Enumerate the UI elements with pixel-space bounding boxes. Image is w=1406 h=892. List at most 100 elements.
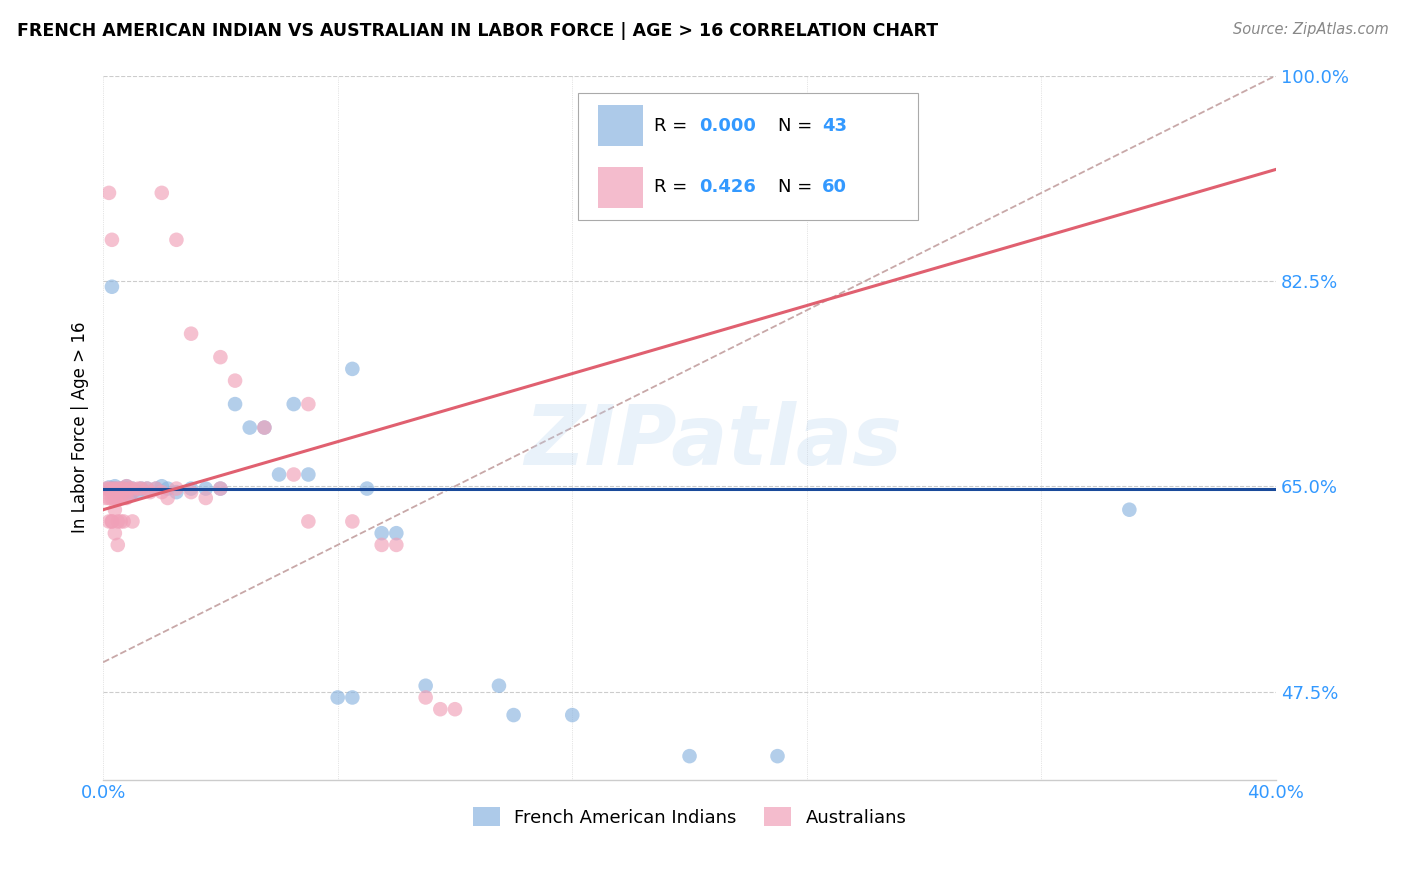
Point — [129, 482, 152, 496]
Point — [209, 482, 232, 496]
Point — [283, 397, 305, 411]
Text: Source: ZipAtlas.com: Source: ZipAtlas.com — [1233, 22, 1389, 37]
Point — [104, 482, 127, 496]
Point — [121, 485, 143, 500]
Point — [209, 350, 232, 364]
Point — [165, 482, 187, 496]
Point — [180, 326, 202, 341]
Point — [194, 482, 217, 496]
Point — [356, 482, 378, 496]
Point — [156, 491, 179, 505]
Point — [110, 482, 132, 496]
Point — [253, 420, 276, 434]
Point — [107, 538, 129, 552]
Text: FRENCH AMERICAN INDIAN VS AUSTRALIAN IN LABOR FORCE | AGE > 16 CORRELATION CHART: FRENCH AMERICAN INDIAN VS AUSTRALIAN IN … — [17, 22, 938, 40]
Point — [502, 708, 524, 723]
Point — [110, 491, 132, 505]
Text: 43: 43 — [823, 117, 846, 135]
Point — [150, 485, 173, 500]
Point — [118, 482, 141, 496]
Text: 0.426: 0.426 — [699, 178, 756, 196]
Point — [94, 482, 117, 496]
Point — [415, 679, 437, 693]
Point — [678, 749, 700, 764]
Y-axis label: In Labor Force | Age > 16: In Labor Force | Age > 16 — [72, 322, 89, 533]
Text: 60: 60 — [823, 178, 846, 196]
Point — [107, 515, 129, 529]
Point — [297, 515, 319, 529]
Point — [101, 482, 124, 496]
Point — [98, 491, 121, 505]
Point — [115, 479, 138, 493]
Point — [429, 702, 451, 716]
Point — [561, 708, 583, 723]
Point — [98, 186, 121, 200]
Point — [283, 467, 305, 482]
Point — [370, 538, 392, 552]
FancyBboxPatch shape — [578, 93, 918, 219]
Point — [115, 491, 138, 505]
Point — [112, 482, 135, 496]
Point — [104, 479, 127, 493]
Point — [224, 374, 246, 388]
Point — [267, 467, 290, 482]
Point — [127, 482, 149, 496]
Point — [101, 482, 124, 496]
Legend: French American Indians, Australians: French American Indians, Australians — [465, 800, 914, 834]
Text: R =: R = — [654, 178, 693, 196]
Point — [253, 420, 276, 434]
Point — [101, 515, 124, 529]
Point — [326, 690, 349, 705]
FancyBboxPatch shape — [598, 167, 643, 208]
Point — [239, 420, 262, 434]
Point — [209, 482, 232, 496]
Point — [1118, 502, 1140, 516]
Point — [104, 482, 127, 496]
Point — [110, 482, 132, 496]
Point — [136, 482, 159, 496]
Point — [104, 485, 127, 500]
Point — [415, 690, 437, 705]
Point — [180, 482, 202, 496]
Point — [342, 362, 364, 376]
Point — [101, 485, 124, 500]
Point — [107, 482, 129, 496]
Point — [136, 482, 159, 496]
Point — [112, 515, 135, 529]
Point — [150, 186, 173, 200]
Text: 0.000: 0.000 — [699, 117, 756, 135]
Point — [121, 482, 143, 496]
Point — [94, 491, 117, 505]
Point — [139, 485, 162, 500]
Point — [180, 485, 202, 500]
Text: R =: R = — [654, 117, 693, 135]
Point — [145, 482, 167, 496]
Point — [121, 482, 143, 496]
Point — [766, 749, 789, 764]
Point — [121, 515, 143, 529]
Point — [165, 485, 187, 500]
Point — [444, 702, 467, 716]
Point — [98, 515, 121, 529]
Point — [98, 480, 121, 494]
Point — [104, 491, 127, 505]
FancyBboxPatch shape — [598, 105, 643, 146]
Point — [107, 485, 129, 500]
Point — [165, 233, 187, 247]
Point — [121, 485, 143, 500]
Point — [297, 467, 319, 482]
Point — [98, 482, 121, 496]
Text: N =: N = — [778, 117, 817, 135]
Point — [104, 526, 127, 541]
Point — [115, 482, 138, 496]
Point — [101, 515, 124, 529]
Point — [297, 397, 319, 411]
Text: ZIPatlas: ZIPatlas — [524, 401, 901, 483]
Point — [107, 491, 129, 505]
Point — [385, 526, 408, 541]
Point — [370, 526, 392, 541]
Point — [112, 485, 135, 500]
Point — [342, 515, 364, 529]
Point — [145, 482, 167, 496]
Point — [488, 679, 510, 693]
